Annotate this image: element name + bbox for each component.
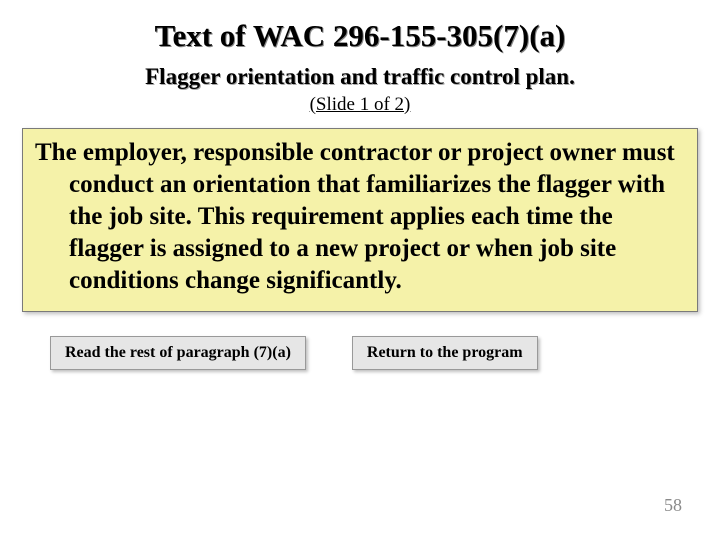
read-rest-label: Read the rest of paragraph (7)(a)	[65, 344, 291, 361]
slide-subtitle: Flagger orientation and traffic control …	[0, 64, 720, 90]
return-program-label: Return to the program	[367, 344, 523, 361]
body-text-box: The employer, responsible contractor or …	[22, 128, 698, 312]
body-text: The employer, responsible contractor or …	[35, 137, 685, 297]
return-program-button[interactable]: Return to the program	[352, 336, 538, 370]
button-row: Read the rest of paragraph (7)(a) Return…	[50, 336, 720, 370]
slide-counter: (Slide 1 of 2)	[0, 94, 720, 116]
page-number: 58	[664, 495, 682, 516]
slide-title: Text of WAC 296-155-305(7)(a)	[0, 0, 720, 54]
read-rest-button[interactable]: Read the rest of paragraph (7)(a)	[50, 336, 306, 370]
